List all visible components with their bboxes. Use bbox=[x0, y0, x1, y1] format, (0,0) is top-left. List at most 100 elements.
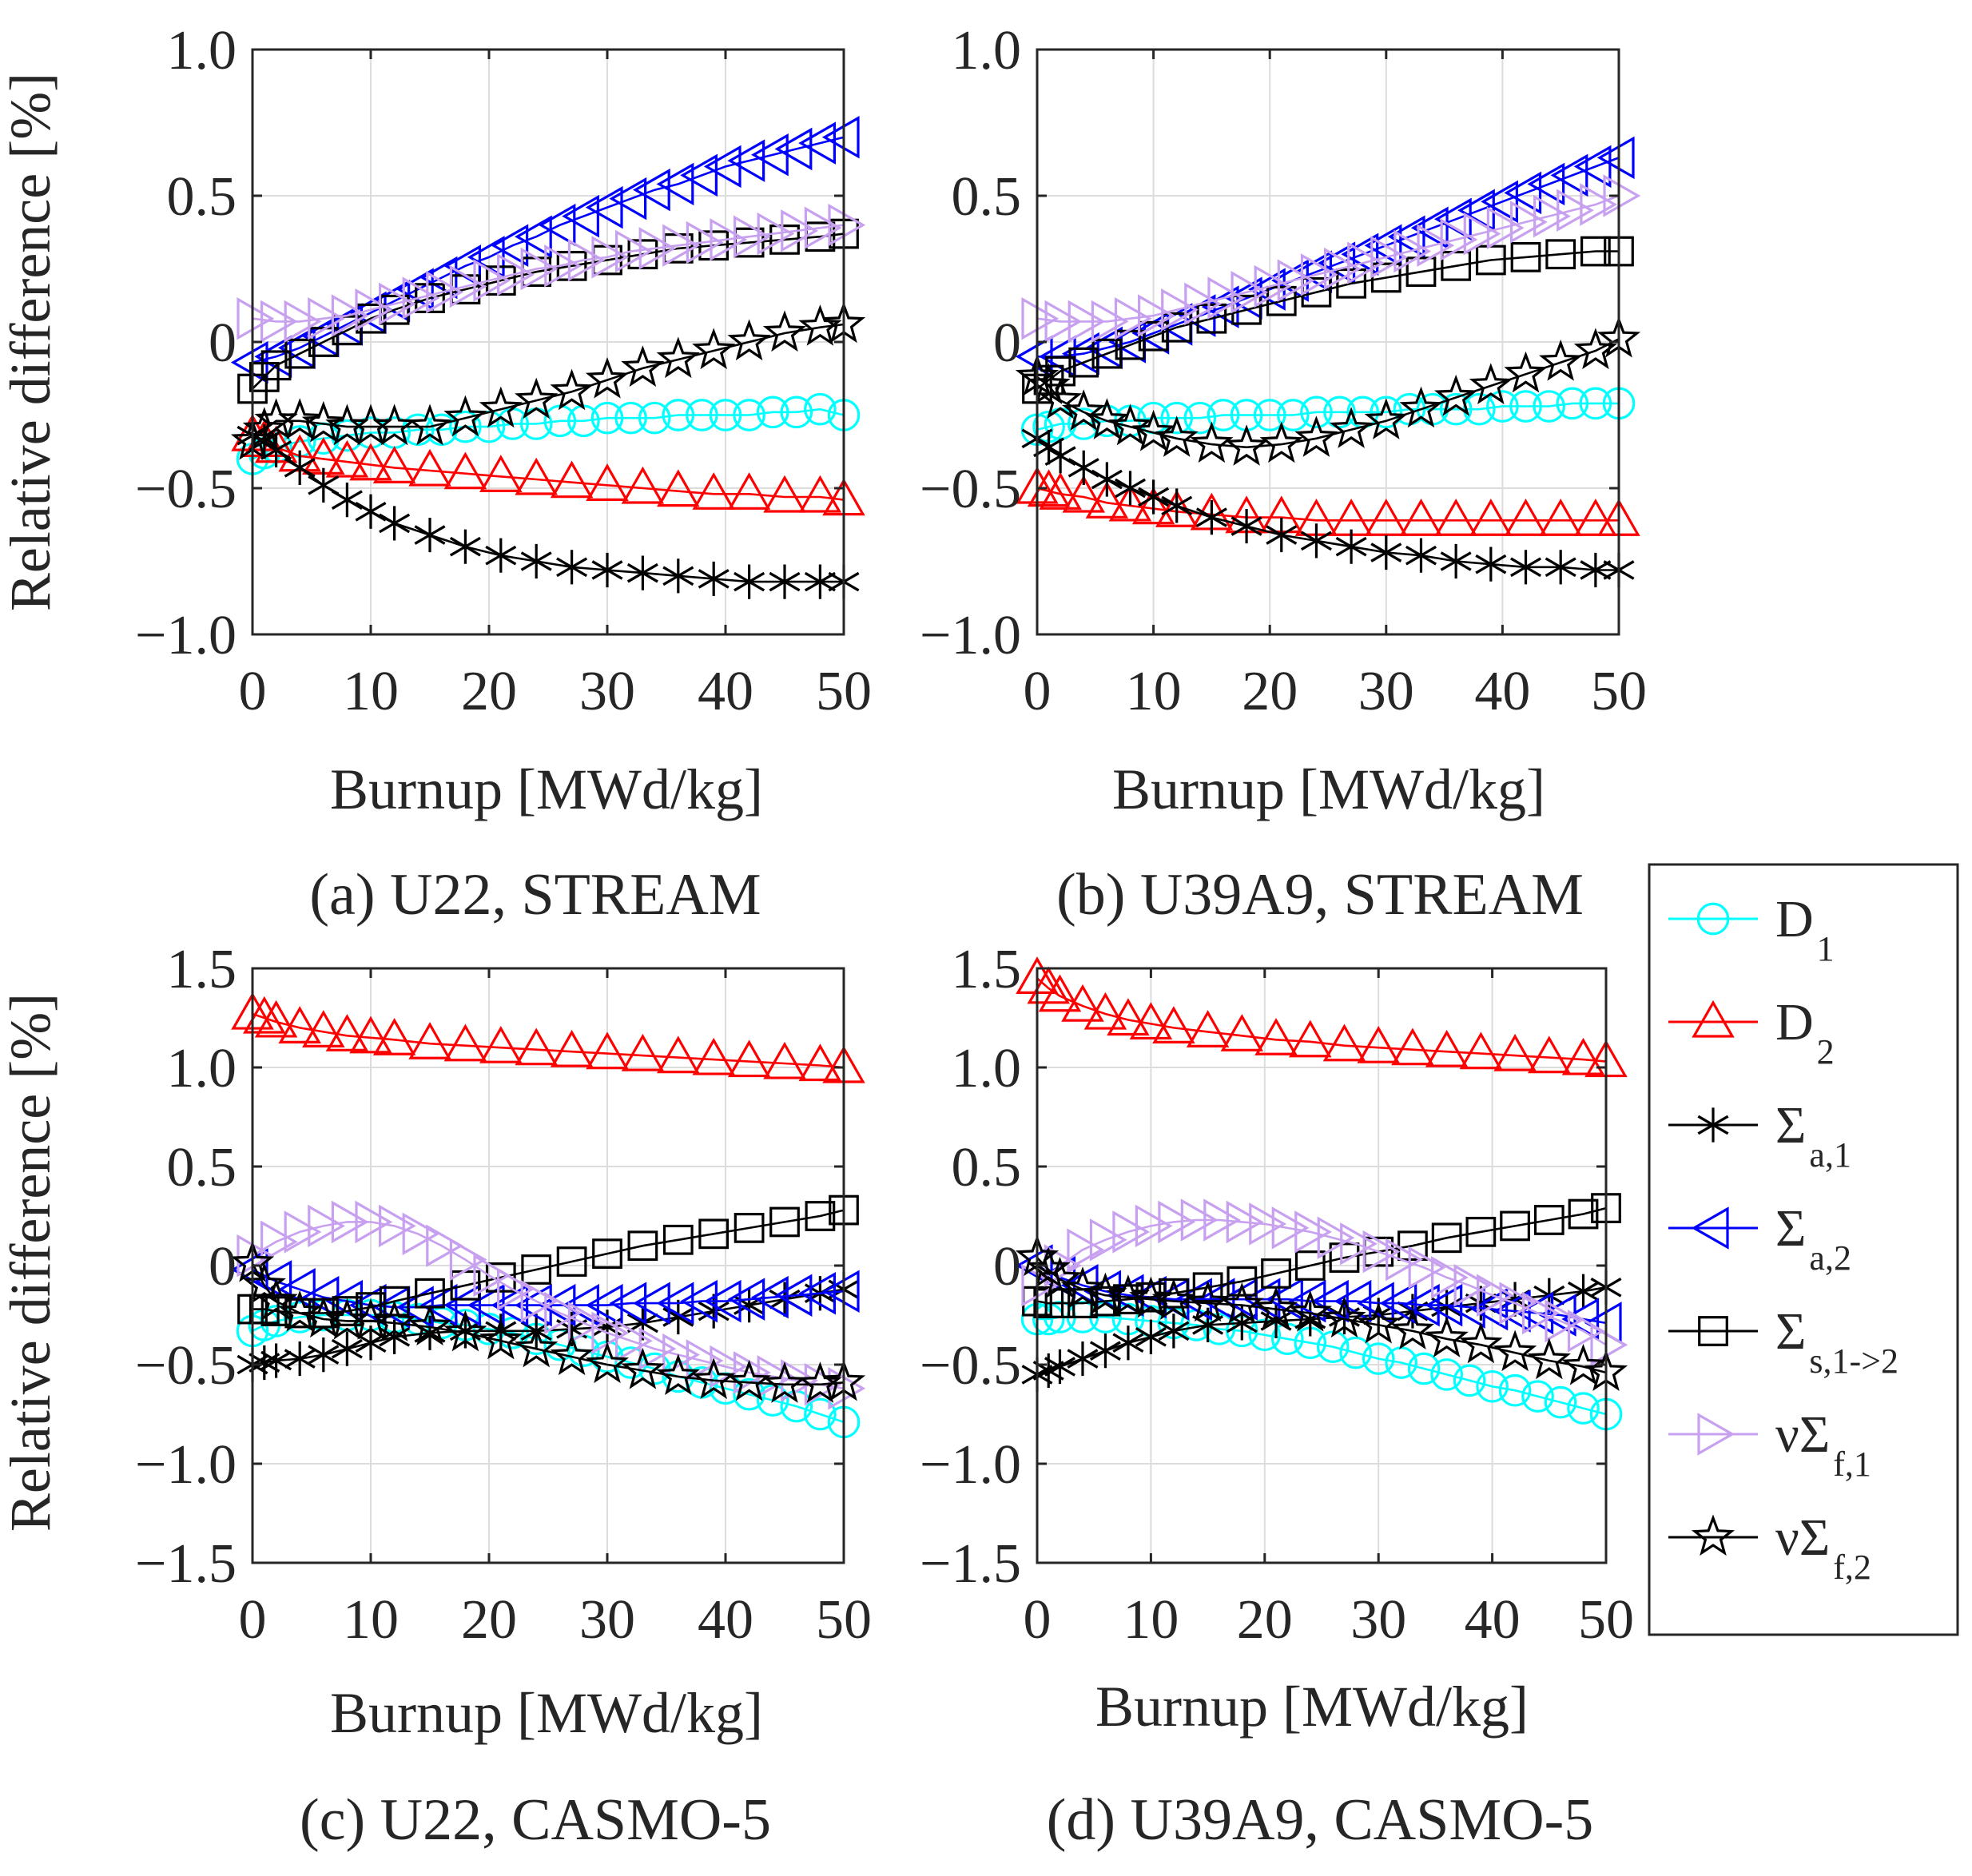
marker-d-nSf1-19 bbox=[1453, 1264, 1492, 1307]
marker-c-Sa2-11 bbox=[491, 1283, 529, 1327]
legend-label-Ss12: Σs,1->2 bbox=[1775, 1302, 1898, 1381]
marker-b-Ss12-13 bbox=[1370, 262, 1401, 293]
marker-a-D2-14 bbox=[621, 466, 665, 504]
marker-d-nSf1-8 bbox=[1203, 1198, 1242, 1242]
marker-a-nSf1-14 bbox=[567, 238, 606, 282]
marker-b-Sa1-5 bbox=[1114, 471, 1146, 506]
marker-b-nSf1-22 bbox=[1533, 194, 1571, 238]
x-tick-label-d-3: 30 bbox=[1350, 1589, 1406, 1651]
marker-b-D2-6 bbox=[1131, 487, 1175, 525]
marker-d-D1-25 bbox=[1567, 1392, 1600, 1425]
marker-d-nSf2-6 bbox=[1129, 1276, 1173, 1318]
marker-b-D2-14 bbox=[1399, 499, 1443, 536]
marker-c-Ss12-11 bbox=[521, 1254, 552, 1285]
marker-a-nSf1-2 bbox=[284, 300, 322, 344]
marker-c-nSf1-15 bbox=[591, 1311, 630, 1355]
marker-c-Ss12-5 bbox=[332, 1296, 363, 1326]
marker-a-D1-17 bbox=[614, 401, 647, 435]
marker-a-D1-9 bbox=[425, 413, 459, 447]
marker-c-nSf1-17 bbox=[638, 1327, 677, 1370]
legend-entry-Ss12: Σs,1->2 bbox=[1668, 1302, 1898, 1381]
marker-d-D1-15 bbox=[1339, 1336, 1373, 1369]
marker-c-nSf1-8 bbox=[426, 1224, 464, 1267]
marker-d-D2-11 bbox=[1289, 1019, 1332, 1058]
marker-b-nSf2-12 bbox=[1329, 407, 1374, 448]
marker-c-Sa2-25 bbox=[821, 1270, 860, 1313]
y-tick-label-a-3: 0.5 bbox=[167, 166, 237, 228]
marker-a-Sa1-10 bbox=[485, 538, 517, 573]
marker-a-Ss12-2 bbox=[260, 350, 292, 381]
x-tick-label-c-3: 30 bbox=[579, 1589, 635, 1651]
marker-c-Ss12-14 bbox=[627, 1230, 658, 1262]
y-tick-label-b-3: 0.5 bbox=[952, 166, 1022, 228]
y-axis-label-a: Relative difference [%] bbox=[0, 73, 62, 611]
marker-c-nSf2-18 bbox=[762, 1361, 807, 1403]
marker-d-Ss12-15 bbox=[1431, 1222, 1462, 1254]
marker-b-nSf1-19 bbox=[1463, 212, 1501, 256]
marker-b-nSf1-13 bbox=[1323, 247, 1362, 291]
marker-a-Sa1-6 bbox=[355, 494, 387, 529]
y-tick-label-d-1: −1.0 bbox=[920, 1434, 1021, 1496]
marker-c-Sa2-24 bbox=[798, 1271, 837, 1315]
marker-a-nSf1-10 bbox=[473, 259, 511, 302]
legend-entry-D1: D1 bbox=[1668, 890, 1835, 968]
marker-d-Ss12-12 bbox=[1329, 1242, 1360, 1273]
marker-d-Sa2-11 bbox=[1266, 1278, 1303, 1321]
marker-c-nSf2-19 bbox=[798, 1361, 842, 1403]
marker-d-D1-16 bbox=[1362, 1342, 1395, 1375]
marker-a-nSf1-17 bbox=[638, 227, 677, 270]
marker-d-Sa1-1 bbox=[1032, 1353, 1064, 1389]
marker-b-nSf2-3 bbox=[1062, 389, 1106, 431]
marker-d-D2-8 bbox=[1186, 1010, 1230, 1047]
marker-b-nSf2-5 bbox=[1108, 403, 1152, 446]
marker-c-D2-12 bbox=[550, 1029, 594, 1067]
marker-a-Sa1-5 bbox=[331, 483, 363, 518]
marker-c-nSf2-10 bbox=[479, 1318, 523, 1360]
marker-b-D1-13 bbox=[1300, 395, 1333, 429]
marker-b-Ss12-14 bbox=[1405, 256, 1437, 288]
marker-b-D1-23 bbox=[1533, 390, 1565, 423]
marker-c-Sa2-21 bbox=[727, 1278, 765, 1321]
x-tick-label-c-2: 20 bbox=[461, 1589, 517, 1651]
marker-c-D2-16 bbox=[692, 1037, 735, 1075]
marker-d-Sa1-19 bbox=[1568, 1274, 1600, 1309]
marker-c-nSf1-4 bbox=[331, 1200, 369, 1244]
marker-d-Ss12-17 bbox=[1500, 1210, 1530, 1242]
legend-marker-Sa1 bbox=[1697, 1107, 1729, 1143]
marker-b-Sa1-2 bbox=[1044, 439, 1076, 474]
marker-c-D2-11 bbox=[515, 1027, 558, 1066]
marker-d-nSf2-14 bbox=[1390, 1308, 1435, 1350]
marker-b-nSf2-16 bbox=[1469, 363, 1513, 405]
caption-a: (a) U22, STREAM bbox=[309, 862, 761, 928]
legend-box bbox=[1648, 863, 1959, 1636]
marker-d-D1-11 bbox=[1248, 1318, 1282, 1352]
x-tick-label-c-1: 10 bbox=[343, 1589, 399, 1651]
legend-entry-nSf2: νΣf,2 bbox=[1668, 1508, 1871, 1587]
marker-d-nSf1-3 bbox=[1089, 1218, 1127, 1262]
marker-a-D2-5 bbox=[325, 439, 369, 478]
marker-b-D2-16 bbox=[1469, 499, 1513, 536]
legend-label-main-Sa2: Σ bbox=[1775, 1199, 1806, 1258]
marker-b-Sa2-16 bbox=[1387, 215, 1425, 258]
marker-d-nSf2-8 bbox=[1186, 1280, 1230, 1322]
marker-b-nSf2-17 bbox=[1504, 351, 1548, 393]
marker-c-Sa2-16 bbox=[609, 1282, 647, 1325]
marker-b-D1-9 bbox=[1207, 399, 1240, 431]
marker-a-nSf2-19 bbox=[798, 304, 842, 346]
marker-a-nSf1-19 bbox=[686, 221, 724, 264]
marker-a-nSf1-15 bbox=[591, 236, 630, 279]
marker-d-nSf2-11 bbox=[1288, 1290, 1332, 1332]
marker-d-D2-2 bbox=[1038, 974, 1082, 1012]
marker-d-Sa2-0 bbox=[1015, 1244, 1053, 1287]
x-axis-label-d: Burnup [MWd/kg] bbox=[1095, 1675, 1529, 1739]
x-tick-label-c-0: 0 bbox=[239, 1589, 267, 1651]
marker-b-nSf2-4 bbox=[1085, 398, 1129, 439]
x-tick-label-b-1: 10 bbox=[1126, 661, 1182, 722]
marker-b-Ss12-15 bbox=[1441, 250, 1472, 281]
marker-b-Sa2-11 bbox=[1271, 259, 1309, 302]
marker-d-D2-13 bbox=[1357, 1025, 1400, 1063]
marker-a-Ss12-1 bbox=[248, 362, 280, 392]
marker-b-Sa1-19 bbox=[1580, 552, 1612, 588]
x-tick-label-d-4: 40 bbox=[1465, 1589, 1521, 1651]
marker-d-Sa1-3 bbox=[1067, 1341, 1099, 1377]
